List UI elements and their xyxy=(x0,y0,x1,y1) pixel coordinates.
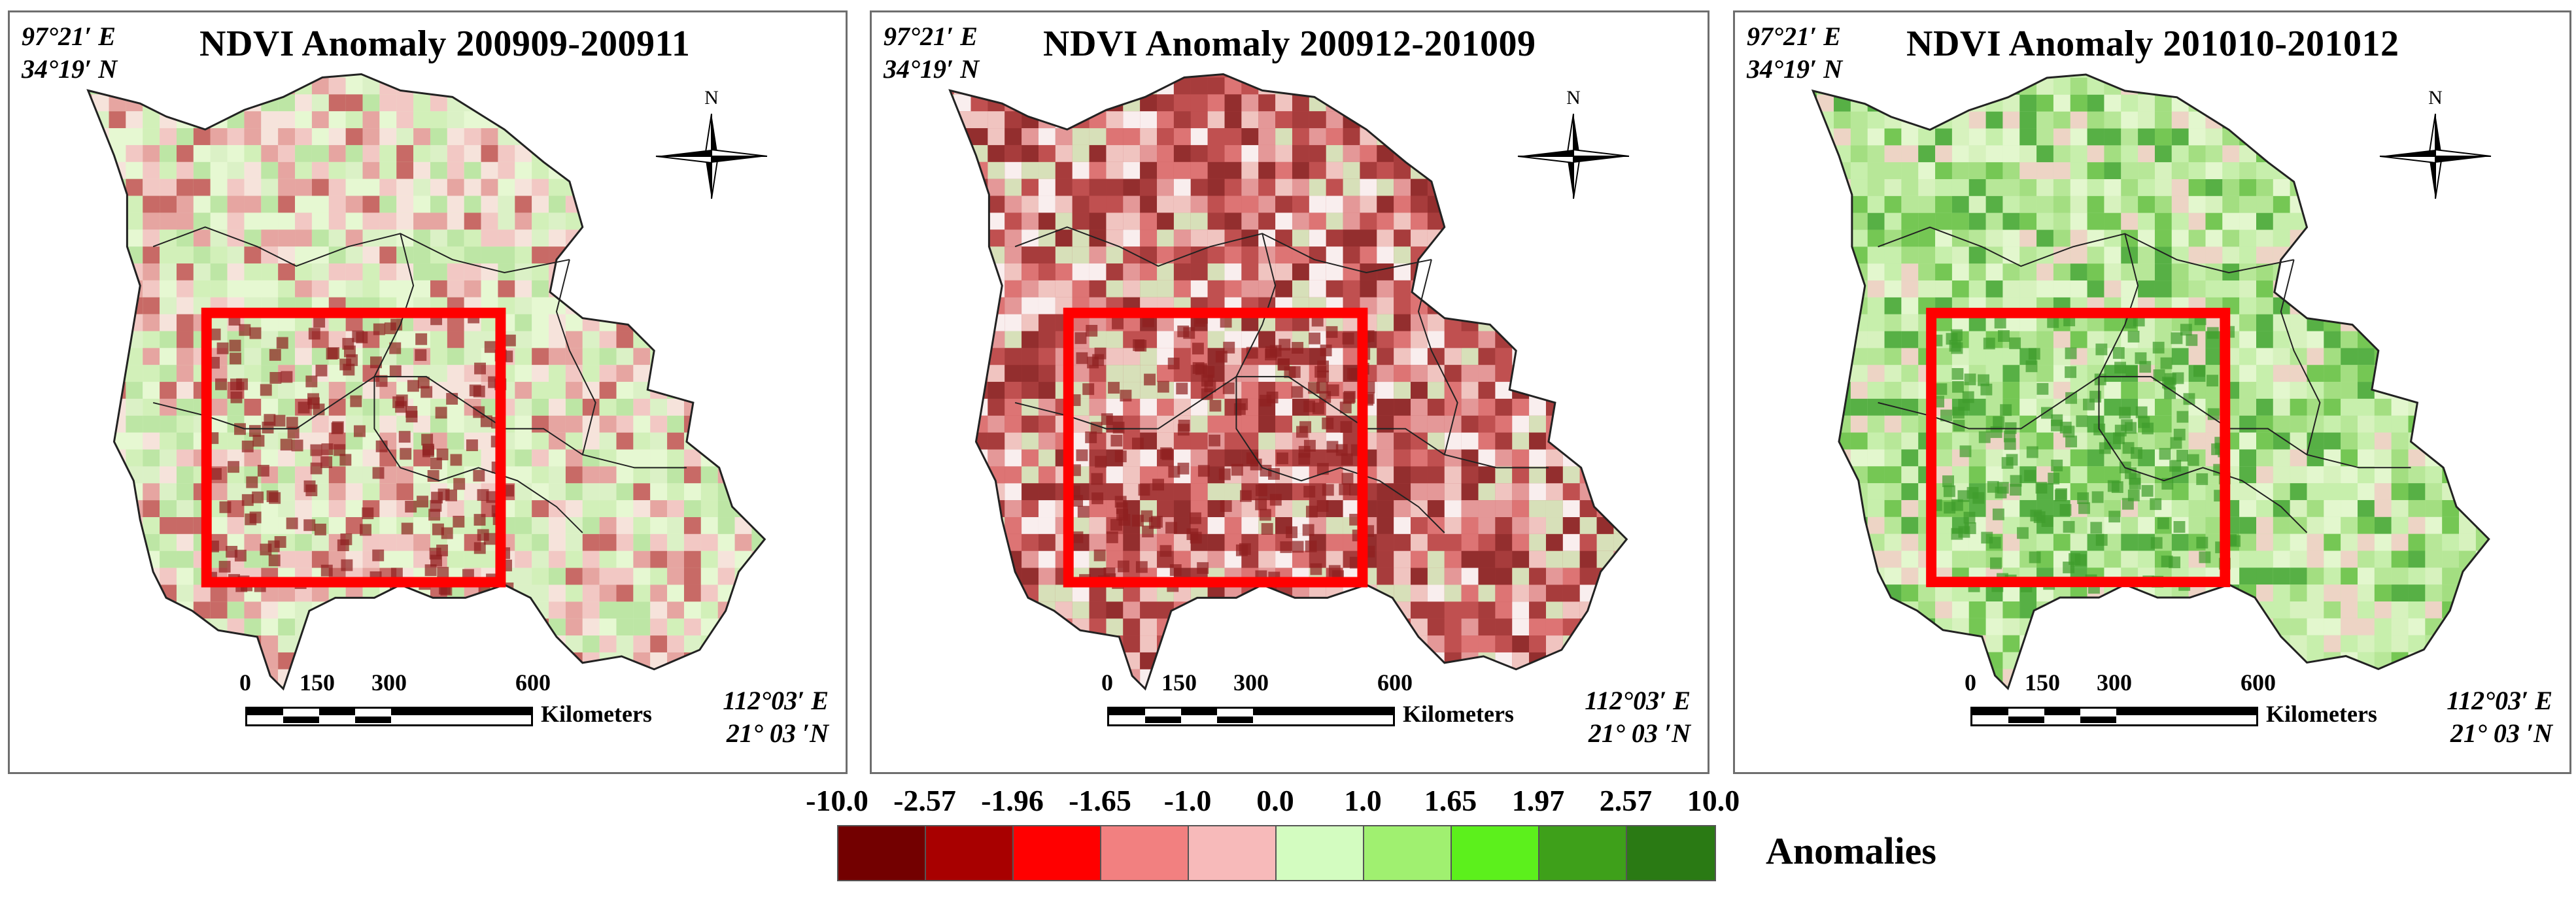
province-boundary xyxy=(1235,233,1277,377)
legend-break-label: 0.0 xyxy=(1256,784,1294,817)
map-title: NDVI Anomaly 201010-201012 xyxy=(1906,24,2399,64)
scale-bar-graphic xyxy=(1970,707,2258,726)
scale-tick-label: 0 xyxy=(1101,669,1113,696)
region-boundary xyxy=(1811,73,2490,690)
province-boundary xyxy=(1235,377,1445,533)
scale-bar-graphic xyxy=(1107,707,1395,726)
region-boundary xyxy=(948,73,1628,691)
province-boundary xyxy=(152,226,570,273)
nw-longitude: 97°21′ E xyxy=(884,22,978,51)
se-latitude: 21° 03 ′N xyxy=(726,718,829,748)
legend-break-label: -2.57 xyxy=(893,784,956,817)
legend-break-labels: -10.0 -2.57 -1.96 -1.65 -1.0 0.0 1.0 1.65 1.97 2.… xyxy=(791,783,1805,822)
region-boundary xyxy=(86,73,766,691)
north-arrow-icon: N xyxy=(1517,87,1630,199)
map-title: NDVI Anomaly 200912-201009 xyxy=(1043,24,1536,64)
se-latitude: 21° 03 ′N xyxy=(1588,718,1691,748)
scale-tick-label: 600 xyxy=(2241,669,2276,696)
nw-coordinate: 97°21′ E 34°19′ N xyxy=(884,20,979,86)
legend-break-label: 1.65 xyxy=(1424,784,1477,817)
north-label: N xyxy=(2428,87,2443,109)
legend-color-bar xyxy=(837,825,1716,881)
scale-bar: 0 150 300 600 Kilometers xyxy=(1101,669,1514,741)
nw-coordinate: 97°21′ E 34°19′ N xyxy=(1747,20,1842,86)
se-longitude: 112°03′ E xyxy=(723,686,829,715)
highlight-box xyxy=(201,307,506,588)
scale-tick-label: 150 xyxy=(300,669,335,696)
se-longitude: 112°03′ E xyxy=(1585,686,1691,715)
legend-break-label: 1.97 xyxy=(1511,784,1565,817)
legend-swatch xyxy=(838,826,926,880)
se-coordinate: 112°03′ E 21° 03 ′N xyxy=(723,684,829,750)
legend-swatch xyxy=(1014,826,1101,880)
map-title: NDVI Anomaly 200909-200911 xyxy=(199,24,691,64)
legend-break-label: -1.0 xyxy=(1163,784,1212,817)
province-boundary xyxy=(373,233,415,377)
scale-unit-label: Kilometers xyxy=(1403,701,1514,727)
nw-latitude: 34°19′ N xyxy=(1747,54,1843,84)
legend-swatch xyxy=(1452,826,1539,880)
province-boundary xyxy=(1878,376,2191,430)
north-arrow-icon: N xyxy=(2379,87,2492,199)
north-label: N xyxy=(1566,87,1581,109)
scale-tick-label: 0 xyxy=(239,669,251,696)
legend-title: Anomalies xyxy=(1766,830,1936,872)
province-boundary xyxy=(1417,259,1458,455)
scale-tick-label: 600 xyxy=(515,669,551,696)
se-coordinate: 112°03′ E 21° 03 ′N xyxy=(2447,684,2552,750)
nw-latitude: 34°19′ N xyxy=(884,54,980,84)
ndvi-map-1 xyxy=(86,73,766,691)
scale-unit-label: Kilometers xyxy=(541,701,652,727)
scale-tick-label: 150 xyxy=(2025,669,2060,696)
legend-swatch xyxy=(1101,826,1189,880)
scale-tick-label: 300 xyxy=(1233,669,1269,696)
nw-longitude: 97°21′ E xyxy=(1747,22,1841,51)
legend-break-label: 2.57 xyxy=(1599,784,1653,817)
legend-break-label: -1.96 xyxy=(981,784,1044,817)
nw-coordinate: 97°21′ E 34°19′ N xyxy=(22,20,117,86)
scale-bar: 0 150 300 600 Kilometers xyxy=(1965,669,2377,741)
scale-unit-label: Kilometers xyxy=(2266,701,2377,727)
ndvi-map-2 xyxy=(948,73,1628,691)
scale-tick-label: 300 xyxy=(2097,669,2132,696)
map-panel-3: NDVI Anomaly 201010-201012 97°21′ E 34°1… xyxy=(1733,10,2571,774)
scale-tick-label: 0 xyxy=(1965,669,1976,696)
north-arrow-icon: N xyxy=(655,87,768,199)
highlight-box xyxy=(1926,307,2231,588)
legend-break-label: -1.65 xyxy=(1069,784,1131,817)
ndvi-map-3 xyxy=(1811,73,2490,690)
map-panel-1: NDVI Anomaly 200909-200911 97°21′ E 34°1… xyxy=(8,10,848,774)
se-coordinate: 112°03′ E 21° 03 ′N xyxy=(1585,684,1691,750)
legend-break-label: -10.0 xyxy=(806,784,868,817)
scale-tick-label: 300 xyxy=(371,669,407,696)
province-boundary xyxy=(2098,233,2139,377)
highlight-box xyxy=(1063,307,1368,588)
scale-bar: 0 150 300 600 Kilometers xyxy=(239,669,652,741)
legend-swatch xyxy=(1364,826,1452,880)
province-boundary xyxy=(1878,226,2294,274)
scale-tick-label: 150 xyxy=(1161,669,1197,696)
province-boundary xyxy=(373,377,583,533)
legend-swatch xyxy=(926,826,1014,880)
province-boundary xyxy=(2098,377,2308,533)
scale-tick-label: 600 xyxy=(1377,669,1413,696)
scale-bar-graphic xyxy=(245,707,533,726)
se-longitude: 112°03′ E xyxy=(2447,686,2552,715)
province-boundary xyxy=(555,259,596,455)
province-boundary xyxy=(1014,226,1432,273)
legend-break-label: 10.0 xyxy=(1687,784,1740,817)
legend-swatch xyxy=(1539,826,1627,880)
legend-swatch xyxy=(1189,826,1277,880)
map-panel-2: NDVI Anomaly 200912-201009 97°21′ E 34°1… xyxy=(870,10,1709,774)
legend-break-label: 1.0 xyxy=(1344,784,1382,817)
legend-swatch xyxy=(1627,826,1715,880)
province-boundary xyxy=(2280,260,2321,455)
se-latitude: 21° 03 ′N xyxy=(2450,718,2552,748)
legend-swatch xyxy=(1277,826,1364,880)
nw-latitude: 34°19′ N xyxy=(22,54,118,84)
north-label: N xyxy=(704,87,719,109)
nw-longitude: 97°21′ E xyxy=(22,22,116,51)
